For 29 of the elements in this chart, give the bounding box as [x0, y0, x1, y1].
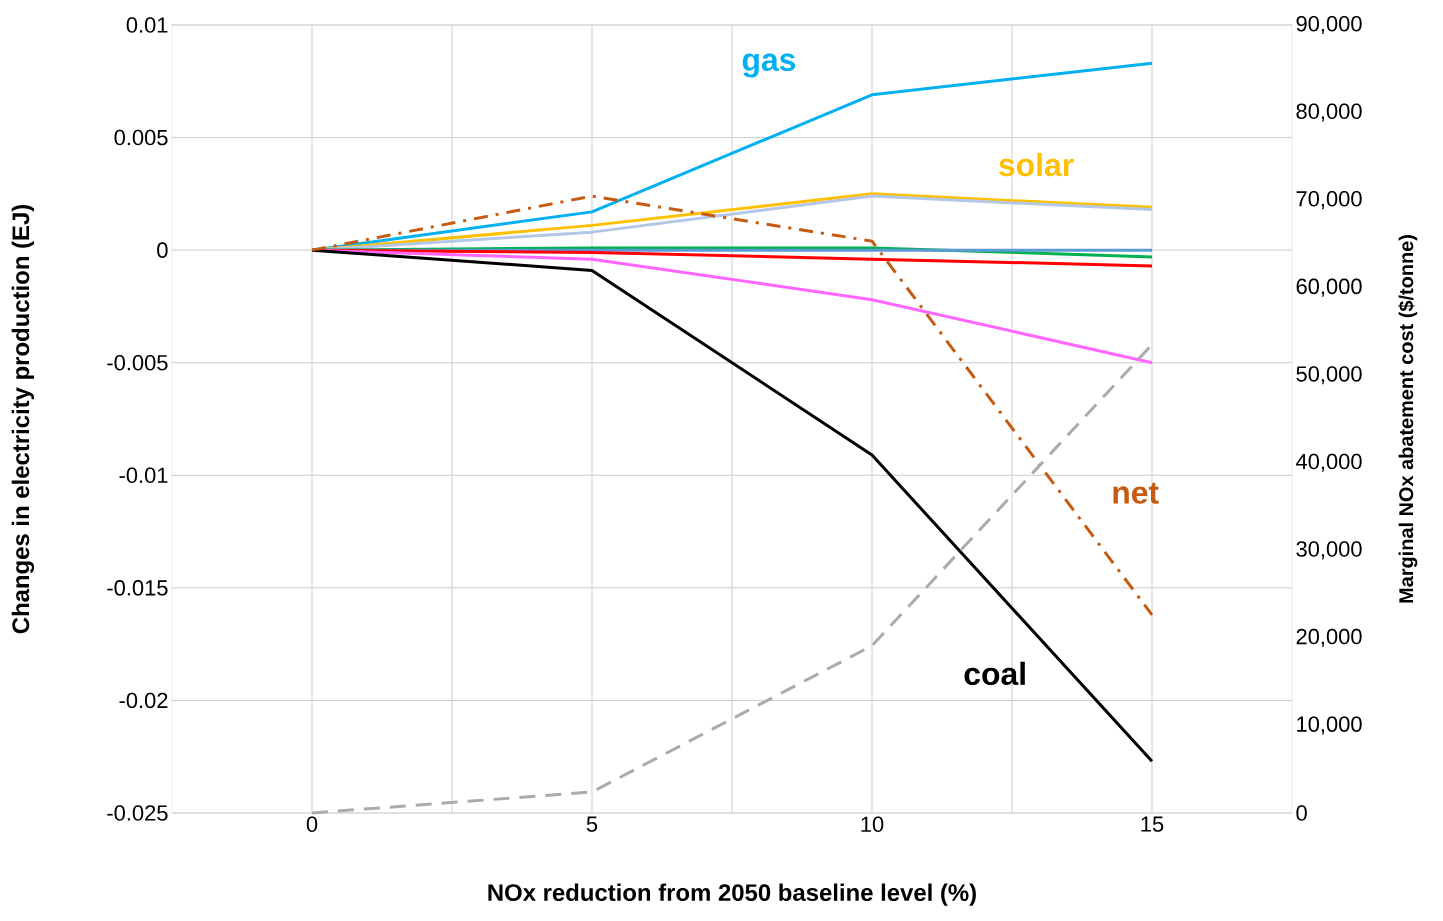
y-tick-label: -0.005: [107, 354, 168, 371]
y2-tick-label: 70,000: [1296, 191, 1362, 210]
y-tick-label: 0.01: [126, 17, 168, 33]
y-tick-label: 0.005: [114, 129, 168, 146]
y-tick-label: -0.025: [107, 805, 168, 821]
x-axis-title: NOx reduction from 2050 baseline level (%): [488, 883, 976, 906]
y2-tick-label: 0: [1296, 805, 1307, 821]
y2-tick-label: 10,000: [1297, 716, 1362, 735]
y2-tick-label: 90,000: [1296, 15, 1362, 35]
y-axis-title: Changes in electricity production (EJ): [11, 204, 35, 634]
y2-tick-label: 20,000: [1296, 628, 1362, 647]
series-label: solar: [999, 152, 1074, 177]
x-tick-label: 5: [586, 816, 598, 832]
y2-tick-label: 50,000: [1296, 366, 1362, 385]
x-tick-label: 10: [861, 816, 884, 833]
x-tick-label: 15: [1141, 816, 1164, 832]
y2-tick-label: 30,000: [1296, 541, 1362, 560]
y2-tick-label: 40,000: [1296, 453, 1362, 472]
y-tick-label: -0.01: [119, 467, 168, 484]
y-tick-label: 0: [157, 242, 168, 258]
series-label: net: [1113, 482, 1159, 504]
y2-tick-label: 60,000: [1296, 278, 1362, 297]
series-label: gas: [742, 53, 796, 78]
y2-tick-label: 80,000: [1296, 103, 1362, 122]
x-tick-label: 0: [306, 816, 318, 833]
y-tick-label: -0.02: [119, 692, 168, 709]
y2-axis-title: Marginal NOx abatement cost ($/tonne): [1398, 235, 1418, 603]
y-tick-label: -0.015: [107, 580, 168, 596]
series-label: coal: [964, 661, 1025, 686]
